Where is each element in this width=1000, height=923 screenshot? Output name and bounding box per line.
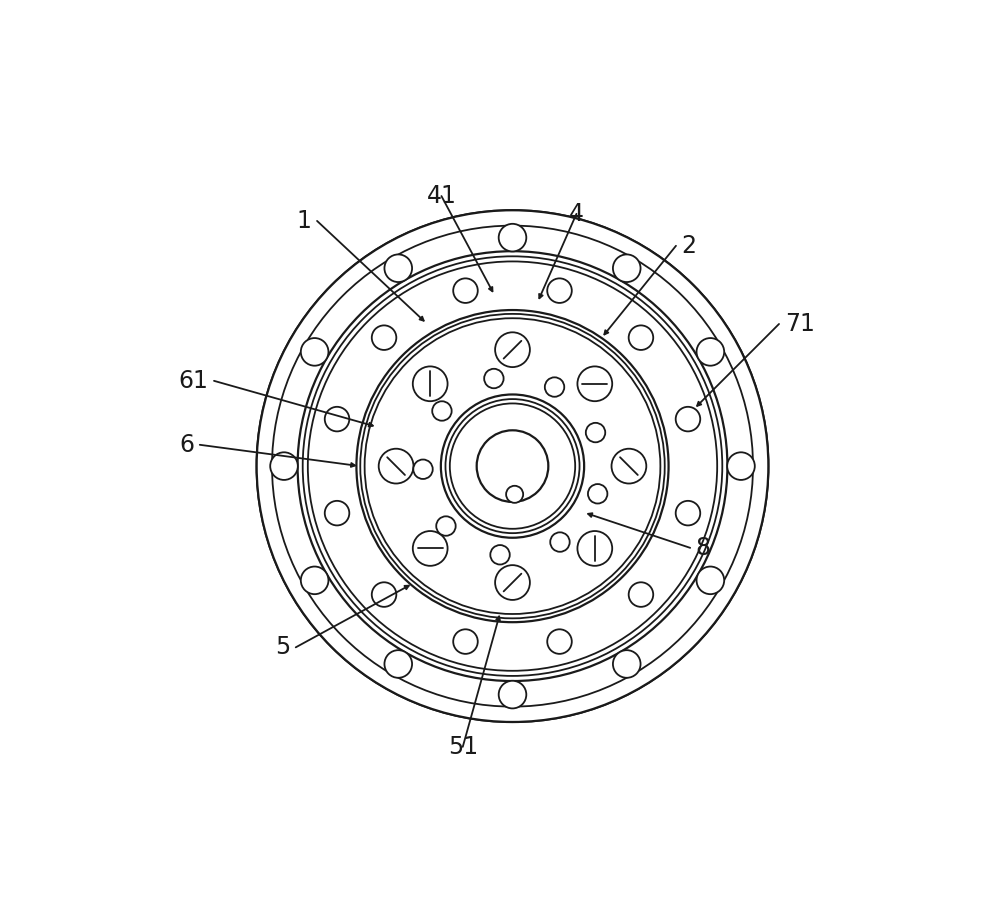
Circle shape: [360, 314, 665, 618]
Circle shape: [477, 430, 548, 502]
Circle shape: [356, 310, 669, 622]
Text: 8: 8: [696, 536, 711, 560]
Circle shape: [325, 407, 349, 431]
Circle shape: [301, 567, 328, 594]
Circle shape: [445, 399, 580, 533]
Text: 2: 2: [682, 234, 697, 258]
Circle shape: [413, 531, 448, 566]
Circle shape: [365, 318, 660, 614]
Circle shape: [450, 403, 575, 529]
Circle shape: [372, 326, 396, 350]
Circle shape: [612, 449, 646, 484]
Circle shape: [545, 378, 564, 397]
Text: 4: 4: [569, 202, 584, 226]
Circle shape: [588, 484, 607, 504]
Circle shape: [547, 279, 572, 303]
Circle shape: [325, 501, 349, 525]
Circle shape: [697, 567, 724, 594]
Circle shape: [586, 423, 605, 442]
Circle shape: [413, 366, 448, 402]
Circle shape: [436, 516, 456, 535]
Circle shape: [629, 582, 653, 606]
Text: 71: 71: [785, 312, 815, 336]
Circle shape: [298, 251, 727, 681]
Circle shape: [384, 255, 412, 282]
Circle shape: [676, 501, 700, 525]
Circle shape: [629, 326, 653, 350]
Circle shape: [384, 650, 412, 677]
Text: 51: 51: [448, 735, 478, 759]
Circle shape: [372, 582, 396, 606]
Circle shape: [490, 545, 510, 565]
Circle shape: [613, 650, 641, 677]
Circle shape: [301, 338, 328, 366]
Text: 6: 6: [179, 433, 194, 457]
Circle shape: [272, 225, 753, 707]
Circle shape: [676, 407, 700, 431]
Circle shape: [441, 394, 584, 538]
Text: 41: 41: [426, 184, 456, 208]
Circle shape: [499, 223, 526, 251]
Circle shape: [257, 210, 768, 722]
Circle shape: [303, 257, 722, 676]
Circle shape: [547, 629, 572, 653]
Circle shape: [257, 210, 768, 722]
Circle shape: [379, 449, 413, 484]
Circle shape: [506, 485, 523, 503]
Text: 61: 61: [178, 369, 208, 393]
Circle shape: [495, 565, 530, 600]
Circle shape: [697, 338, 724, 366]
Circle shape: [308, 261, 717, 671]
Circle shape: [453, 629, 478, 653]
Circle shape: [499, 681, 526, 709]
Circle shape: [577, 366, 612, 402]
Circle shape: [413, 460, 433, 479]
Circle shape: [484, 369, 504, 389]
Circle shape: [613, 255, 641, 282]
Circle shape: [453, 279, 478, 303]
Circle shape: [432, 402, 452, 421]
Circle shape: [550, 533, 570, 552]
Text: 1: 1: [296, 209, 311, 233]
Text: 5: 5: [275, 635, 290, 659]
Circle shape: [270, 452, 298, 480]
Circle shape: [577, 531, 612, 566]
Circle shape: [727, 452, 755, 480]
Circle shape: [495, 332, 530, 367]
